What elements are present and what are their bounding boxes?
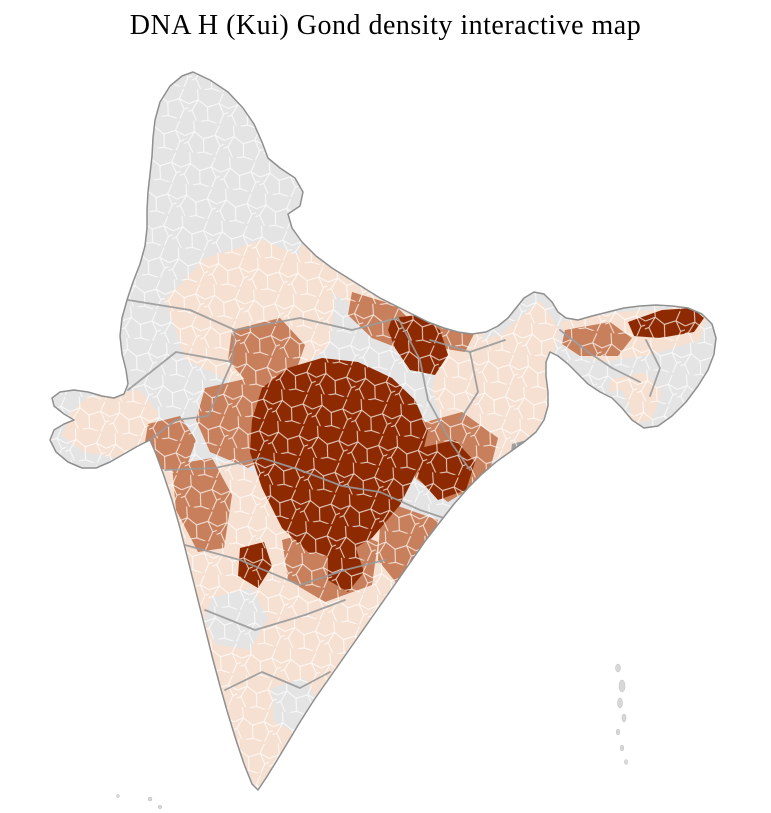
page-title: DNA H (Kui) Gond density interactive map <box>129 10 642 41</box>
district-borders-overlay <box>50 72 716 790</box>
region-andaman-islands[interactable] <box>615 663 628 765</box>
region-lakshadweep-islands[interactable] <box>116 794 163 810</box>
